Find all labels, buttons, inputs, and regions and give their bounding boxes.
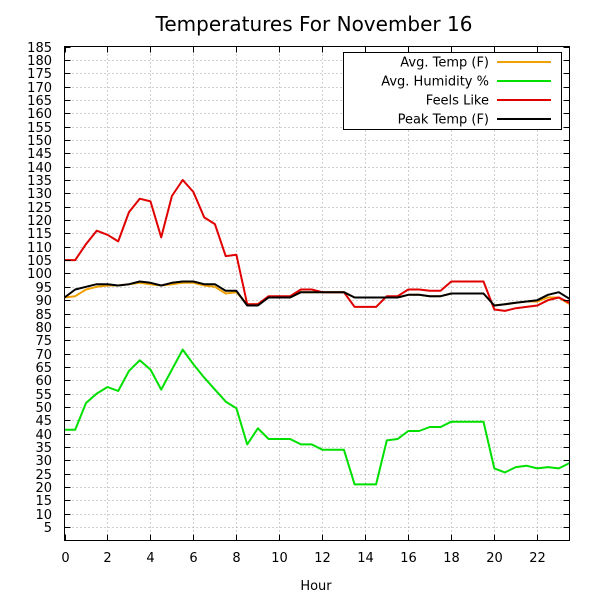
y-tick-label: 5 [44,521,52,536]
legend-label: Avg. Humidity % [381,75,489,90]
y-tick-label: 165 [27,94,52,109]
y-tick-label: 70 [35,348,52,363]
x-axis-label: Hour [300,579,332,594]
y-tick-label: 180 [27,54,52,69]
legend: Avg. Temp (F) Avg. Humidity % Feels Like Pe… [343,52,562,130]
y-tick-label: 60 [35,374,52,389]
y-tick-label: 80 [35,321,52,336]
y-tick-label: 100 [27,267,52,282]
legend-box [343,52,562,130]
x-tick-label: 8 [232,551,240,566]
y-tick-label: 15 [35,494,52,509]
x-tick-label: 6 [189,551,197,566]
y-tick-label: 10 [35,508,52,523]
series-line-peak-temp-f [63,280,571,307]
y-tick-label: 95 [35,281,52,296]
y-tick-label: 50 [35,401,52,416]
y-tick-label: 40 [35,428,52,443]
y-tick-label: 125 [27,201,52,216]
y-tick-label: 20 [35,481,52,496]
y-tick-label: 65 [35,361,52,376]
x-tick-label: 4 [146,551,154,566]
y-tick-label: 45 [35,414,52,429]
y-tick-label: 35 [35,441,52,456]
y-tick-label: 185 [27,41,52,56]
y-tick-label: 105 [27,254,52,269]
y-tick-label: 130 [27,187,52,202]
y-tick-label: 160 [27,107,52,122]
x-tick-label: 16 [400,551,417,566]
x-tick-label: 22 [529,551,546,566]
axis-ticks: 5101520253035404550556065707580859095100… [27,41,570,566]
y-tick-label: 85 [35,308,52,323]
y-tick-label: 55 [35,388,52,403]
y-tick-label: 175 [27,67,52,82]
x-tick-label: 10 [271,551,288,566]
y-tick-label: 135 [27,174,52,189]
plot-frame [64,46,570,541]
series-line-feels-like [64,179,570,312]
legend-label: Avg. Temp (F) [400,56,489,71]
x-tick-label: 14 [357,551,374,566]
y-tick-label: 120 [27,214,52,229]
x-tick-label: 12 [314,551,331,566]
x-tick-label: 2 [103,551,111,566]
chart-title: Temperatures For November 16 [155,12,473,36]
legend-label: Peak Temp (F) [398,113,489,128]
y-tick-label: 115 [27,227,52,242]
y-tick-label: 145 [27,147,52,162]
y-tick-label: 30 [35,454,52,469]
series-line-avg-humidity [64,348,570,486]
y-tick-label: 90 [35,294,52,309]
legend-label: Feels Like [426,94,489,109]
x-tick-label: 20 [486,551,503,566]
y-tick-label: 75 [35,334,52,349]
series-lines [63,179,571,486]
y-tick-label: 110 [27,241,52,256]
x-tick-label: 0 [61,551,69,566]
y-tick-label: 155 [27,121,52,136]
y-tick-label: 170 [27,81,52,96]
y-tick-label: 25 [35,468,52,483]
y-tick-label: 150 [27,134,52,149]
y-tick-label: 140 [27,161,52,176]
x-tick-label: 18 [443,551,460,566]
